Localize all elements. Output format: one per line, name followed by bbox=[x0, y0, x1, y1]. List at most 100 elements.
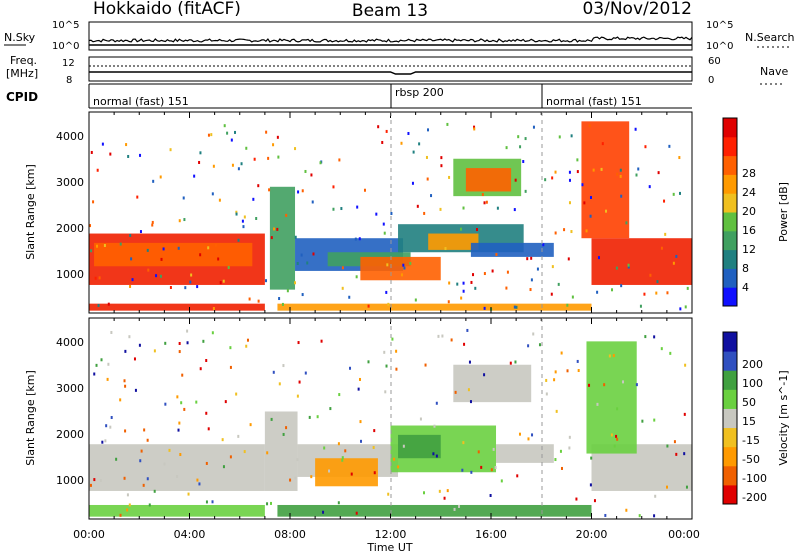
power-time-ticks bbox=[88, 112, 693, 313]
power-cell bbox=[381, 140, 384, 144]
power-cell bbox=[252, 197, 255, 201]
power-cell bbox=[127, 154, 130, 158]
power-cell bbox=[207, 133, 210, 137]
power-cell bbox=[245, 146, 248, 150]
power-cell bbox=[199, 151, 202, 155]
velocity-region bbox=[398, 434, 441, 459]
velocity-cell bbox=[437, 334, 440, 338]
velocity-cell bbox=[653, 335, 656, 339]
nsearch-tick-high: 10^5 bbox=[706, 20, 733, 31]
power-cell bbox=[505, 286, 508, 290]
velocity-cell bbox=[683, 452, 686, 456]
power-cell bbox=[358, 237, 361, 241]
power-cell bbox=[222, 279, 225, 283]
velocity-cell bbox=[246, 338, 249, 342]
power-cell bbox=[473, 127, 476, 131]
velocity-cell bbox=[187, 492, 190, 496]
power-cell bbox=[241, 219, 244, 223]
power-cell bbox=[311, 200, 314, 204]
velocity-cell bbox=[644, 335, 647, 339]
power-cell bbox=[529, 288, 532, 292]
velocity-cell bbox=[387, 492, 390, 496]
freq-tick-low: 8 bbox=[66, 75, 72, 86]
velocity-colorbar-band bbox=[723, 427, 737, 448]
vel-cbar-tick-50: 50 bbox=[742, 396, 756, 409]
velocity-cell bbox=[337, 501, 340, 505]
velocity-cell bbox=[304, 371, 307, 375]
velocity-cell bbox=[373, 471, 376, 475]
power-cell bbox=[678, 156, 681, 160]
velocity-cell bbox=[675, 452, 678, 456]
velocity-cell bbox=[106, 377, 109, 381]
velocity-cell bbox=[685, 485, 688, 489]
velocity-cell bbox=[669, 351, 672, 355]
velocity-cell bbox=[101, 440, 104, 444]
power-cell bbox=[286, 289, 289, 293]
velocity-cell bbox=[435, 401, 438, 405]
velocity-cell bbox=[272, 370, 275, 374]
velocity-cell bbox=[180, 401, 183, 405]
power-cell bbox=[293, 281, 296, 285]
velocity-cell bbox=[123, 379, 126, 383]
power-cell bbox=[570, 230, 573, 234]
power-cell bbox=[605, 209, 608, 213]
power-cell bbox=[96, 168, 99, 172]
velocity-cell bbox=[282, 432, 285, 436]
power-colorbar-band bbox=[723, 230, 737, 251]
power-cell bbox=[151, 223, 154, 227]
power-cell bbox=[340, 207, 343, 211]
power-colorbar-band bbox=[723, 249, 737, 269]
power-cell bbox=[515, 305, 518, 309]
power-cell bbox=[367, 304, 370, 308]
velocity-cell bbox=[588, 383, 591, 387]
power-colorbar-band bbox=[723, 287, 737, 307]
power-cell bbox=[472, 273, 475, 277]
power-cell bbox=[234, 130, 237, 134]
power-cell bbox=[517, 135, 520, 139]
velocity-cell bbox=[635, 383, 638, 387]
velocity-cell bbox=[205, 411, 208, 415]
power-cell bbox=[656, 280, 659, 284]
power-cell bbox=[319, 161, 322, 165]
power-cell bbox=[566, 303, 569, 307]
power-cbar-tick-8: 8 bbox=[742, 262, 749, 275]
velocity-cell bbox=[163, 462, 166, 466]
velocity-cell bbox=[393, 457, 396, 461]
power-cell bbox=[648, 185, 651, 189]
velocity-cell bbox=[545, 378, 548, 382]
power-cell bbox=[596, 290, 599, 294]
velocity-cell bbox=[341, 456, 344, 460]
power-colorbar-band bbox=[723, 193, 737, 213]
power-cell bbox=[483, 272, 486, 276]
velocity-region bbox=[453, 364, 532, 403]
velocity-cell bbox=[178, 350, 181, 354]
power-cell bbox=[385, 290, 388, 294]
power-cell bbox=[620, 284, 623, 288]
power-cell bbox=[159, 274, 162, 278]
power-cell bbox=[139, 153, 142, 157]
velocity-cell bbox=[222, 465, 225, 469]
velocity-cell bbox=[358, 377, 361, 381]
power-cbar-tick-16: 16 bbox=[742, 224, 756, 237]
velocity-cell bbox=[99, 478, 102, 482]
power-cell bbox=[567, 257, 570, 261]
power-cell bbox=[571, 295, 574, 299]
velocity-cell bbox=[560, 351, 563, 355]
power-cell bbox=[94, 276, 97, 280]
power-cell bbox=[474, 286, 477, 290]
power-cell bbox=[189, 280, 192, 284]
power-cell bbox=[386, 263, 389, 267]
velocity-cell bbox=[146, 438, 149, 442]
power-cbar-tick-20: 20 bbox=[742, 205, 756, 218]
power-cell bbox=[616, 172, 619, 176]
power-cell bbox=[536, 267, 539, 271]
velocity-colorbar-band bbox=[723, 332, 737, 352]
power-cell bbox=[278, 297, 281, 301]
velocity-cell bbox=[297, 341, 300, 345]
velocity-cell bbox=[666, 444, 669, 448]
velocity-cell bbox=[446, 489, 449, 493]
velocity-cell bbox=[153, 489, 156, 493]
velocity-cell bbox=[490, 468, 493, 472]
power-cell bbox=[589, 214, 592, 218]
velocity-panel: 4000 3000 2000 1000 Slant Range [km] Vel… bbox=[24, 317, 790, 520]
